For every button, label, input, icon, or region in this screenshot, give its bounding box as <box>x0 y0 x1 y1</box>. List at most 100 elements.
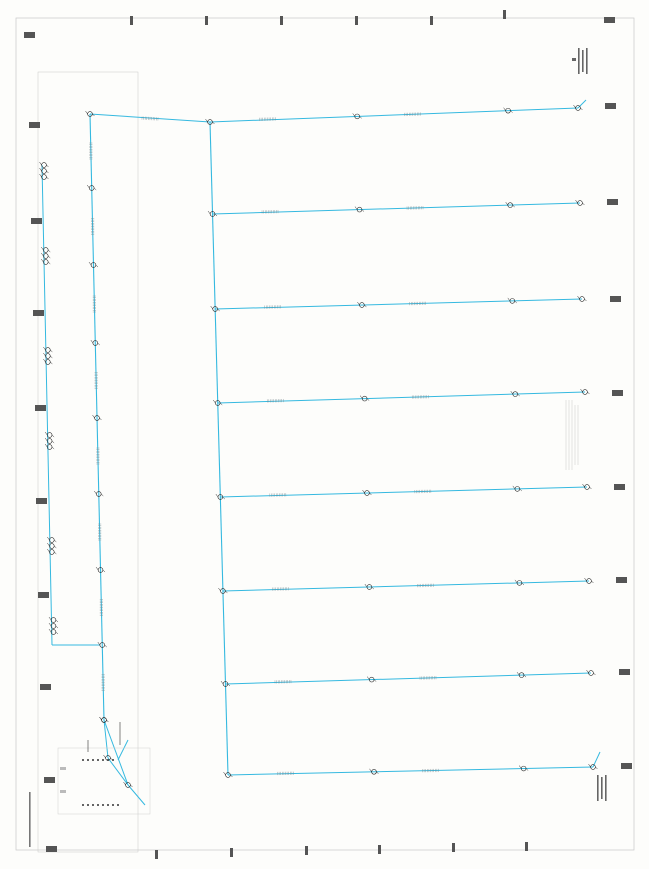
sprinkler-head <box>210 305 220 312</box>
sheet-border <box>15 17 635 853</box>
hatch-branch-3 <box>264 305 281 309</box>
riser-pipe-b <box>103 719 109 759</box>
branch-line-3 <box>215 298 583 310</box>
hatch-left-feed <box>99 599 104 616</box>
hatch-top-feed <box>141 116 159 121</box>
sprinkler-head <box>582 483 592 490</box>
title-note-top-right <box>572 48 588 74</box>
sprinkler-head <box>510 390 520 397</box>
sprinkler-head <box>503 107 513 114</box>
side-head <box>47 548 57 555</box>
side-head <box>43 352 53 359</box>
sprinkler-head <box>573 104 583 111</box>
sprinkler-head <box>516 671 527 678</box>
hatch-branch-b-7 <box>419 676 437 680</box>
side-head <box>48 628 59 635</box>
side-head <box>47 536 57 543</box>
left-feed-pipe <box>89 113 105 721</box>
sprinkler-head <box>207 210 218 217</box>
side-head <box>41 258 51 265</box>
sprinkler-head <box>588 763 598 770</box>
hatch-left-feed <box>94 372 98 389</box>
side-head <box>44 437 55 444</box>
side-head <box>41 246 51 253</box>
cross-main-pipe <box>209 121 229 776</box>
branch-line-5 <box>220 486 588 498</box>
side-branch-pipe <box>41 164 53 646</box>
riser-pipe-e <box>117 739 129 761</box>
side-head <box>39 161 49 168</box>
branch-line-1 <box>209 107 579 123</box>
feed-main-head <box>95 566 106 573</box>
hatch-left-feed <box>90 218 95 235</box>
branch-line-8 <box>227 766 594 776</box>
hatch-branch-b-5 <box>414 489 432 494</box>
title-note-bottom-right <box>597 775 607 801</box>
hatch-branch-b-8 <box>422 768 439 773</box>
feed-main-head <box>90 339 100 346</box>
feed-main-head <box>88 261 99 268</box>
sprinkler-head <box>575 199 585 206</box>
sprinkler-head <box>364 583 375 590</box>
side-head <box>39 167 49 174</box>
feed-main-head <box>97 641 107 648</box>
hatch-branch-5 <box>269 493 287 497</box>
hatch-branch-1 <box>259 117 276 121</box>
sprinkler-head <box>359 395 370 402</box>
sprinkler-head <box>586 669 596 676</box>
hatch-branch-2 <box>261 209 279 214</box>
pipe-size-hatches <box>89 112 439 776</box>
hatch-branch-4 <box>267 398 284 403</box>
riser-valve <box>123 781 133 788</box>
sprinkler-head <box>205 118 215 125</box>
sprinkler-head <box>223 771 233 778</box>
sprinkler-head <box>518 765 529 772</box>
sprinkler-head <box>584 577 594 584</box>
sprinkler-heads <box>39 104 598 788</box>
sprinkler-head <box>577 295 587 302</box>
sprinkler-head <box>357 301 367 308</box>
sprinkler-head <box>512 485 523 492</box>
sprinkler-head <box>505 201 515 208</box>
hatch-left-feed <box>96 447 100 465</box>
branch-line-7 <box>225 672 592 685</box>
feed-main-head <box>85 110 95 117</box>
feed-main-head <box>92 414 102 421</box>
side-head <box>48 622 59 629</box>
side-head <box>47 542 57 549</box>
hatch-left-feed <box>89 142 93 160</box>
sprinkler-head <box>352 113 362 120</box>
side-head <box>44 431 55 438</box>
riser-head <box>99 716 109 723</box>
sprinkler-head <box>362 489 372 496</box>
branch-line-2 <box>212 202 581 215</box>
sprinkler-head <box>218 587 228 594</box>
hatch-left-feed <box>98 523 102 541</box>
hatch-branch-b-1 <box>404 112 421 117</box>
right-side-notes <box>565 400 579 470</box>
hatch-branch-b-2 <box>406 206 424 210</box>
title-note-bottom-left <box>29 792 31 847</box>
hatch-branch-8 <box>277 771 294 776</box>
sprinkler-head <box>215 493 226 500</box>
border-ticks <box>24 10 632 859</box>
riser-pipe-c <box>107 757 129 786</box>
sprinkler-head <box>580 388 590 395</box>
side-head <box>41 252 51 259</box>
riser-pipe-d <box>127 784 146 806</box>
riser-pipe-a <box>103 719 129 786</box>
sprinkler-head <box>514 579 525 586</box>
valve-cluster-icon <box>57 722 151 815</box>
end-pointer-bottom <box>592 751 601 768</box>
pipe-network <box>41 99 601 806</box>
branch-line-6 <box>222 580 590 592</box>
hatch-branch-b-6 <box>417 583 434 588</box>
hatch-branch-6 <box>272 587 289 591</box>
side-head <box>44 443 55 450</box>
sprinkler-head <box>507 297 517 304</box>
sprinkler-head <box>213 399 223 406</box>
hatch-left-feed <box>101 674 105 691</box>
side-head <box>43 346 53 353</box>
side-head <box>39 173 49 180</box>
